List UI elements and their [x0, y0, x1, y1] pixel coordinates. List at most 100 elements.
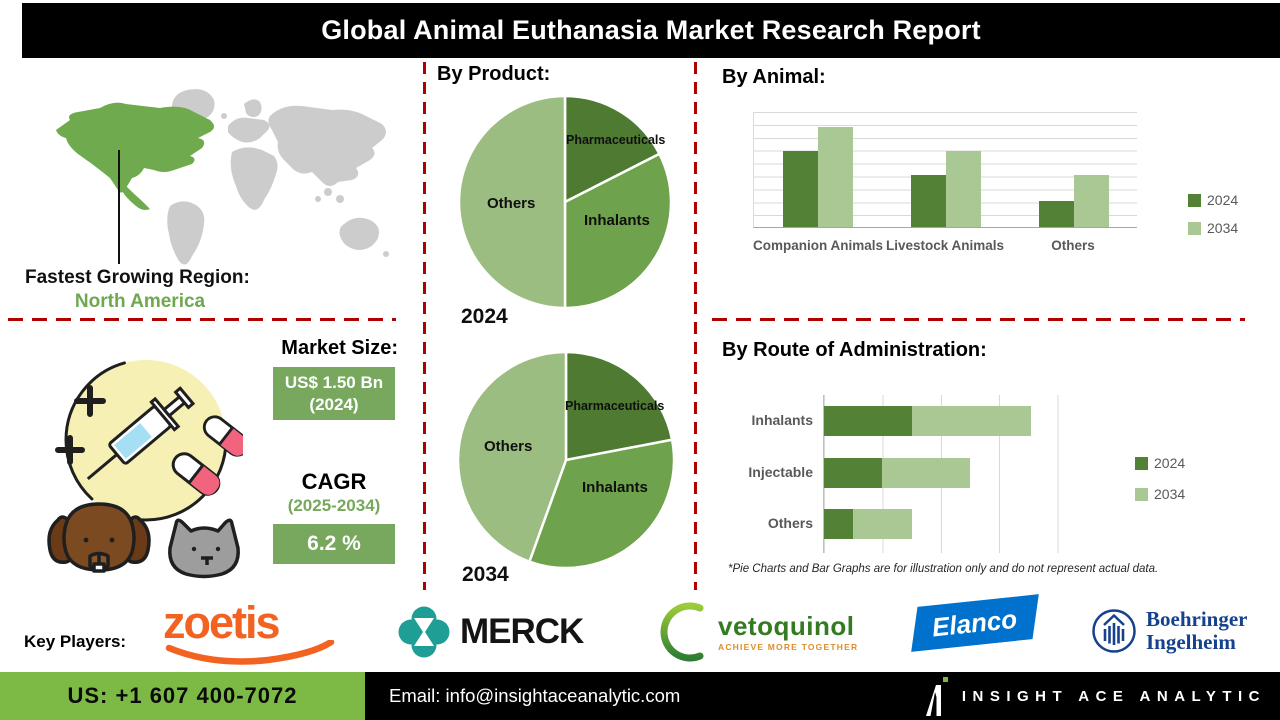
bar-segment-2024 — [824, 509, 854, 539]
cagr-heading: CAGR — [301, 469, 367, 494]
footer-brand-text: INSIGHT ACE ANALYTIC — [961, 687, 1266, 705]
cagr-period: (2025-2034) — [287, 496, 381, 515]
category-label: Others — [1051, 238, 1095, 253]
disclaimer-text: *Pie Charts and Bar Graphs are for illus… — [728, 563, 1159, 575]
market-size-year: (2024) — [309, 394, 359, 414]
route-category-label: Inhalants — [751, 412, 813, 428]
legend-swatch-light — [1188, 221, 1201, 235]
market-size-value-box: US$ 1.50 Bn (2024) — [273, 367, 395, 420]
pie-slice — [457, 351, 568, 563]
pie-slice — [563, 94, 661, 204]
bar-chart-by-route — [823, 395, 1085, 553]
route-category-label: Injectable — [748, 464, 813, 480]
merck-symbol-icon — [398, 606, 450, 658]
legend-label: 2034 — [1154, 486, 1186, 502]
bar-segment-2034 — [882, 457, 970, 488]
elanco-logo: Elanco — [911, 594, 1039, 652]
map-australia — [339, 217, 379, 250]
bar-2034 — [818, 126, 853, 227]
pie-chart-by-product-2024 — [457, 94, 673, 310]
boehringer-emblem-icon — [1092, 609, 1136, 653]
category-label: Companion Animals — [753, 238, 884, 253]
vetoquinol-swoosh-icon — [660, 602, 704, 662]
boehringer-ingelheim-logo: Boehringer Ingelheim — [1090, 607, 1247, 655]
legend-label: 2034 — [1207, 220, 1239, 236]
cagr-value: 6.2 % — [307, 531, 361, 555]
footer-email-bar: Email: info@insightaceanalytic.com INSIG… — [365, 672, 1280, 720]
dog-icon — [47, 502, 151, 573]
map-asia — [268, 105, 386, 186]
by-route-heading: By Route of Administration: — [722, 339, 987, 361]
pie-slice-label: Inhalants — [582, 479, 648, 496]
footer-phone-bar: US: +1 607 400-7072 — [0, 672, 365, 720]
merck-logo: MERCK — [398, 606, 584, 658]
footer-phone: US: +1 607 400-7072 — [67, 683, 298, 708]
elanco-wordmark: Elanco — [930, 603, 1019, 642]
legend-swatch-dark — [1135, 456, 1148, 470]
map-south-america — [167, 201, 205, 265]
bar-2024 — [1039, 201, 1074, 227]
divider-right — [712, 318, 1245, 321]
bar-segment-2024 — [824, 457, 883, 488]
bar-2024 — [911, 175, 946, 227]
bar-segment-2034 — [853, 509, 912, 539]
vetoquinol-tagline: ACHIEVE MORE TOGETHER — [718, 642, 859, 653]
legend-item-2024: 2024 — [1135, 455, 1185, 471]
legend-item-2034: 2034 — [1188, 220, 1238, 236]
capsule-icon — [202, 415, 243, 457]
bar-2034 — [1074, 175, 1109, 227]
category-label: Livestock Animals — [885, 238, 1005, 253]
market-size-value: US$ 1.50 Bn — [284, 373, 384, 393]
map-europe — [228, 117, 270, 143]
vetoquinol-wordmark: vetoquinol — [718, 610, 855, 641]
boehringer-wordmark-line2: Ingelheim — [1146, 630, 1236, 654]
map-pointer-line — [118, 150, 120, 264]
pie-year-label: 2024 — [461, 305, 508, 328]
pie-slice-label: Others — [487, 195, 536, 212]
divider-left — [8, 318, 396, 321]
fastest-growing-region-label: Fastest Growing Region: — [25, 267, 250, 288]
pie-slice-label: Pharmaceuticals — [566, 133, 666, 147]
bar-segment-2034 — [911, 406, 1032, 436]
pie-slice — [563, 152, 673, 310]
insight-ace-logo-icon — [925, 677, 948, 716]
syringe-icon — [86, 386, 196, 481]
market-size-heading: Market Size: — [281, 337, 398, 359]
by-product-heading: By Product: — [437, 63, 551, 85]
legend-label: 2024 — [1154, 455, 1186, 471]
legend-item-2034: 2034 — [1135, 486, 1185, 502]
pie-slice-label: Pharmaceuticals — [565, 399, 665, 413]
legend-swatch-dark — [1188, 193, 1201, 207]
footer-email: Email: info@insightaceanalytic.com — [389, 685, 681, 706]
capsule-icon — [171, 452, 221, 496]
legend-swatch-light — [1135, 487, 1148, 501]
bar-chart-category-labels: Companion Animals Livestock Animals Othe… — [753, 238, 1137, 253]
map-north-america — [56, 102, 214, 193]
by-animal-heading: By Animal: — [722, 66, 826, 88]
legend-item-2024: 2024 — [1188, 192, 1238, 208]
divider-vertical-right — [694, 62, 697, 590]
bar-segment-2024 — [824, 406, 912, 436]
pie-year-label: 2034 — [462, 563, 509, 586]
boehringer-wordmark-line1: Boehringer — [1146, 607, 1248, 632]
divider-vertical-left — [423, 62, 426, 590]
bar-2034 — [946, 151, 981, 227]
cagr-value-box: 6.2 % — [273, 524, 395, 564]
pie-chart-by-product-2034 — [457, 351, 675, 569]
footer-brand: INSIGHT ACE ANALYTIC — [924, 672, 1266, 720]
pie-slice-label: Inhalants — [584, 212, 650, 229]
merck-wordmark: MERCK — [460, 612, 584, 651]
bar-2024 — [783, 151, 818, 227]
pie-slice — [457, 94, 567, 310]
map-central-america — [122, 186, 150, 210]
cat-icon — [168, 518, 240, 579]
zoetis-swoosh-icon — [165, 640, 335, 665]
zoetis-logo: zoetis — [163, 600, 338, 665]
title-bar: Global Animal Euthanasia Market Research… — [22, 3, 1280, 58]
plus-icon — [55, 385, 106, 465]
key-players-heading: Key Players: — [24, 632, 127, 651]
pets-medicine-illustration — [47, 358, 243, 579]
legend-label: 2024 — [1207, 192, 1239, 208]
page-title: Global Animal Euthanasia Market Research… — [321, 15, 981, 45]
